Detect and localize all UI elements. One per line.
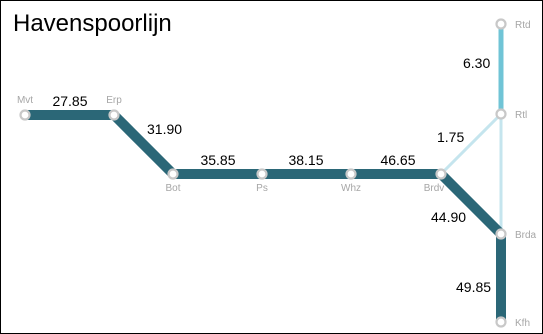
station-label-mvt: Mvt [17,95,33,106]
segment-label-rtl-rtd: 6.30 [463,55,490,71]
segment-label-bot-ps: 35.85 [200,152,235,168]
segment-brdv-brda [436,169,506,239]
segment-label-mvt-erp: 27.85 [52,93,87,109]
station-marker-kfh [495,316,507,328]
segment-label-brdv-rtl: 1.75 [437,129,464,145]
station-marker-bot [167,168,179,180]
station-label-rtl: Rtl [515,110,527,121]
station-marker-erp [108,109,120,121]
station-label-erp: Erp [106,95,122,106]
segment-erp-bot [109,110,178,179]
segment-label-ps-whz: 38.15 [288,152,323,168]
labels-layer: 1.75 6.30 27.85 31.90 35.85 38.15 46.65 44.90 49… [17,20,537,329]
station-marker-ps [256,168,268,180]
segment-label-brda-kfh: 49.85 [456,279,491,295]
segment-label-brdv-brda: 44.90 [431,209,466,225]
station-marker-mvt [19,109,31,121]
station-label-ps: Ps [256,183,268,194]
station-marker-rtl [495,108,507,120]
segment-label-whz-brdv: 46.65 [380,152,415,168]
station-marker-brdv [435,168,447,180]
segment-label-erp-bot: 31.90 [147,121,182,137]
stations-layer [19,18,507,328]
station-label-whz: Whz [341,183,361,194]
station-marker-whz [345,168,357,180]
station-label-bot: Bot [165,183,180,194]
diagram-title: Havenspoorlijn [13,10,172,37]
lines-layer [20,21,506,327]
station-label-kfh: Kfh [515,318,530,329]
station-marker-rtd [495,18,507,30]
station-label-rtd: Rtd [515,20,531,31]
segment-brdv-rtl [439,112,503,176]
station-label-brda: Brda [515,230,537,241]
station-marker-brda [495,228,507,240]
station-label-brdv: Brdv [424,183,445,194]
